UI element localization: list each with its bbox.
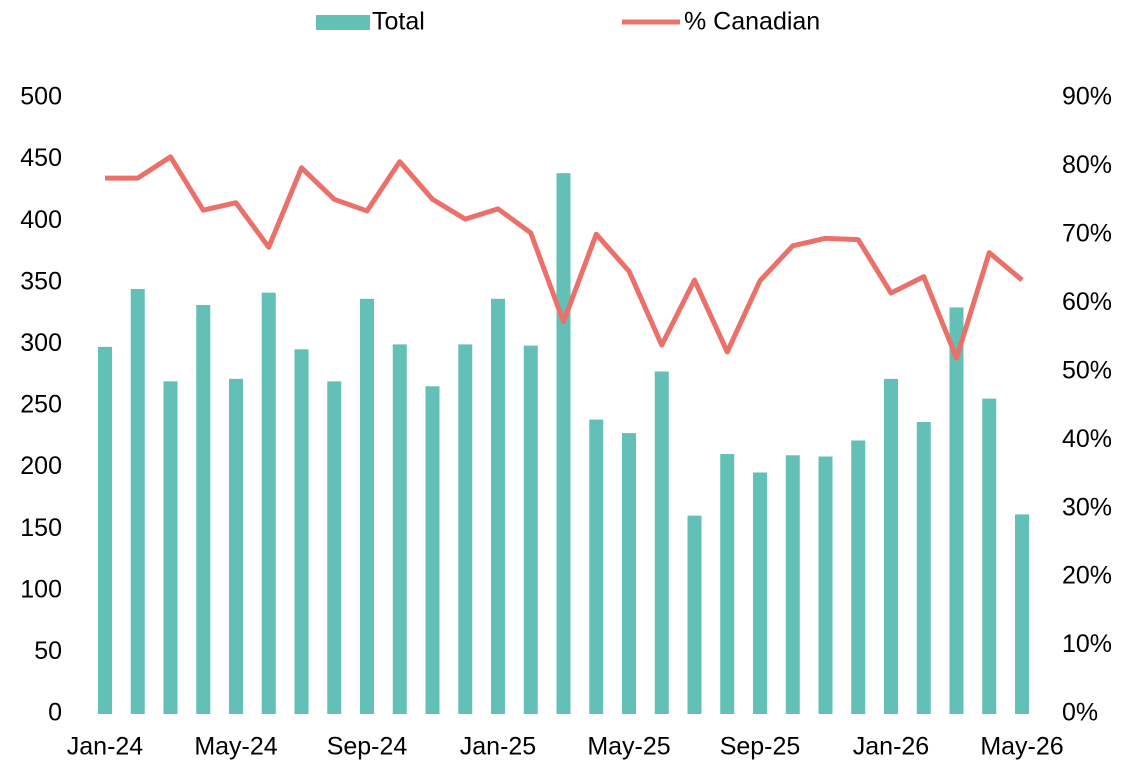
bar (687, 515, 702, 714)
bar (98, 346, 112, 714)
bar (916, 422, 931, 714)
y2-tick-label: 40% (1062, 425, 1112, 453)
y-tick-label: 500 (20, 83, 62, 111)
y-tick-label: 200 (20, 452, 62, 480)
y-tick-label: 400 (20, 206, 62, 234)
y-tick-label: 100 (20, 575, 62, 603)
x-tick-label: Jan-25 (460, 733, 536, 761)
bar (720, 454, 735, 714)
bar (818, 456, 833, 714)
bar (327, 381, 342, 714)
line (105, 154, 1024, 361)
y2-tick-label: 10% (1062, 630, 1112, 658)
bar (261, 292, 276, 714)
bar (196, 304, 211, 714)
y-tick-label: 450 (20, 144, 62, 172)
y2-tick-label: 0% (1062, 699, 1098, 727)
y-tick-label: 250 (20, 391, 62, 419)
y2-tick-label: 50% (1062, 356, 1112, 384)
bar (753, 472, 767, 714)
x-tick-label: Sep-25 (720, 733, 801, 761)
bar (785, 455, 800, 714)
x-tick-label: Jan-24 (67, 733, 144, 761)
y2-tick-label: 90% (1062, 83, 1112, 111)
bar (294, 349, 309, 714)
bar (360, 298, 374, 714)
legend-label: Total (372, 8, 425, 36)
legend-label: % Canadian (684, 8, 820, 36)
y-tick-label: 50 (34, 637, 62, 665)
y-tick-label: 300 (20, 329, 62, 357)
bar (163, 381, 178, 714)
bar (982, 398, 997, 714)
y-tick-label: 350 (20, 267, 62, 295)
bar (392, 344, 407, 714)
bar (949, 307, 964, 714)
bar (589, 419, 604, 714)
y2-tick-label: 80% (1062, 151, 1112, 179)
y2-tick-label: 70% (1062, 219, 1112, 247)
x-tick-label: Jan-26 (853, 733, 929, 761)
x-tick-label: May-25 (587, 733, 670, 761)
x-tick-label: May-24 (194, 733, 277, 761)
bar (654, 371, 669, 714)
y2-tick-label: 60% (1062, 288, 1112, 316)
bar (851, 440, 866, 714)
bar (556, 173, 571, 715)
y-tick-label: 0 (48, 699, 62, 727)
bar (491, 298, 505, 714)
x-tick-label: Sep-24 (327, 733, 408, 761)
y2-tick-label: 20% (1062, 562, 1112, 590)
bar (1015, 514, 1029, 714)
y-tick-label: 150 (20, 514, 62, 542)
bar (130, 288, 145, 714)
y2-tick-label: 30% (1062, 493, 1112, 521)
bar (523, 345, 538, 714)
bar (458, 344, 473, 714)
legend-swatch (316, 15, 370, 30)
x-tick-label: May-26 (980, 733, 1063, 761)
bar (884, 378, 898, 714)
bar (425, 386, 440, 714)
bar (229, 378, 243, 714)
bar (622, 433, 636, 714)
